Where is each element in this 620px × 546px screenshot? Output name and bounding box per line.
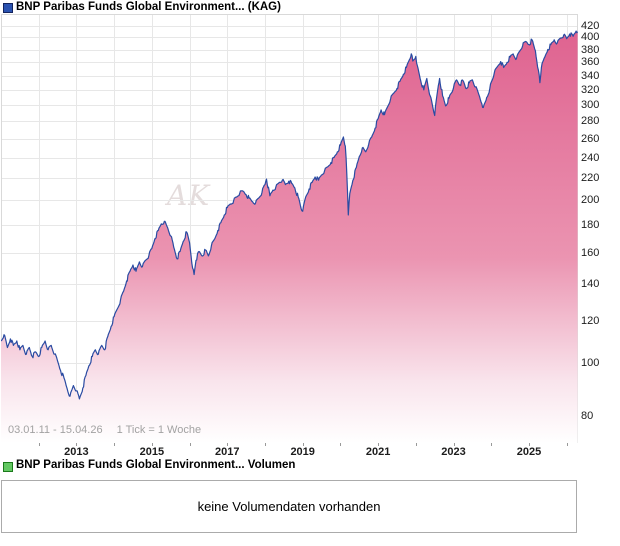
y-axis-label: 420 (581, 20, 600, 32)
x-axis-label: 2013 (64, 446, 89, 458)
watermark: AK (167, 179, 211, 212)
y-axis-label: 380 (581, 43, 600, 56)
price-chart-plot[interactable] (1, 14, 578, 443)
x-axis-tick (454, 443, 455, 446)
price-chart-legend: BNP Paribas Funds Global Environment... … (0, 0, 620, 14)
x-axis-tick (265, 443, 266, 446)
x-axis-tick (190, 443, 191, 446)
y-axis-label: 80 (581, 409, 594, 422)
x-axis-tick (39, 443, 40, 446)
x-axis-tick (529, 443, 530, 446)
volume-panel: keine Volumendaten vorhanden (1, 480, 577, 533)
price-chart: BNP Paribas Funds Global Environment... … (0, 0, 620, 458)
x-axis-tick (340, 443, 341, 446)
y-axis-label: 140 (581, 278, 600, 291)
y-axis-label: 400 (581, 31, 600, 44)
y-axis-label: 100 (581, 357, 600, 370)
x-axis-tick (152, 443, 153, 446)
y-axis-label: 360 (581, 56, 600, 69)
y-axis-label: 260 (581, 132, 600, 145)
date-range-label: 03.01.11 - 15.04.26 1 Tick = 1 Woche (8, 424, 201, 436)
volume-chart-legend: BNP Paribas Funds Global Environment... … (0, 458, 620, 472)
volume-chart-title: BNP Paribas Funds Global Environment... … (16, 459, 296, 471)
price-series-swatch-icon (3, 3, 13, 13)
y-axis-label: 220 (581, 172, 600, 185)
y-axis-label: 240 (581, 151, 600, 164)
y-axis-label: 120 (581, 314, 600, 327)
volume-series-swatch-icon (3, 461, 13, 472)
date-range-text: 03.01.11 - 15.04.26 (8, 424, 103, 436)
y-axis-label: 280 (581, 115, 600, 128)
price-chart-title: BNP Paribas Funds Global Environment... … (16, 1, 281, 13)
x-axis-label: 2019 (290, 446, 315, 458)
tick-interval-text: 1 Tick = 1 Woche (116, 424, 202, 436)
x-axis-tick (491, 443, 492, 446)
x-axis-tick (76, 443, 77, 446)
x-axis-label: 2017 (215, 446, 240, 458)
x-axis-label: 2021 (365, 446, 391, 458)
y-axis-label: 180 (581, 219, 600, 232)
x-axis-tick (416, 443, 417, 446)
y-axis-label: 300 (581, 99, 600, 112)
x-axis-label: 2025 (516, 446, 542, 458)
x-axis-tick (567, 443, 568, 446)
x-axis-label: 2015 (139, 446, 165, 458)
x-axis-tick (303, 443, 304, 446)
x-axis-tick (114, 443, 115, 446)
volume-empty-message: keine Volumendaten vorhanden (197, 499, 381, 514)
x-axis-tick (227, 443, 228, 446)
y-axis-label: 200 (581, 194, 600, 207)
y-axis-label: 320 (581, 83, 600, 96)
y-axis-label: 340 (581, 69, 600, 82)
x-axis-label: 2023 (441, 446, 466, 458)
x-axis-tick (378, 443, 379, 446)
y-axis-label: 160 (581, 246, 600, 259)
